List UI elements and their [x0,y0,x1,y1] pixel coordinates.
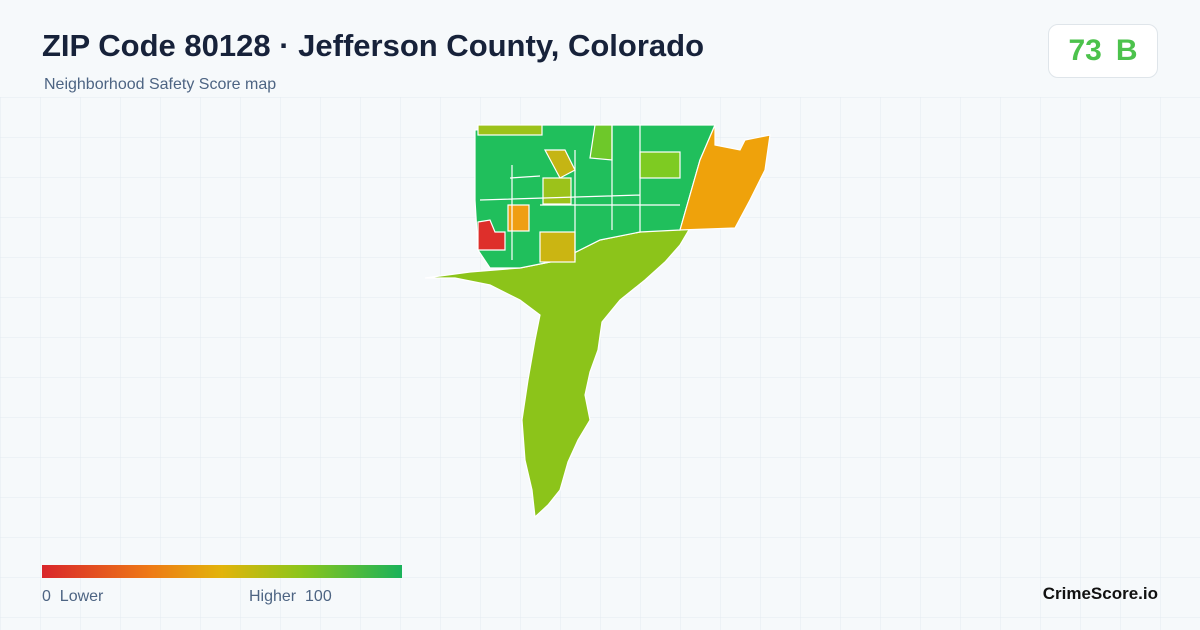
brand: CrimeScore.io [1042,584,1158,603]
region [542,177,572,205]
region [539,231,576,263]
score: 73 [1068,34,1102,67]
region-border [479,125,680,260]
legend-gradient [42,565,402,578]
region [507,204,530,232]
region [679,124,771,231]
legend-min: 0 Lower [42,588,103,606]
legend-max-label: Higher [249,588,297,605]
title: ZIP Code 80128 · Jefferson County, Color… [42,28,705,63]
region [477,219,506,251]
score-badge: 73 B [1048,24,1158,78]
region [639,151,681,179]
regions [424,124,771,519]
legend-max-value: 100 [305,588,332,605]
grade: B [1115,34,1138,67]
legend-max: Higher 100 [249,588,332,606]
legend-min-value: 0 [42,588,51,605]
legend-min-label: Lower [59,588,104,605]
subtitle: Neighborhood Safety Score map [44,76,277,93]
region [477,124,543,136]
